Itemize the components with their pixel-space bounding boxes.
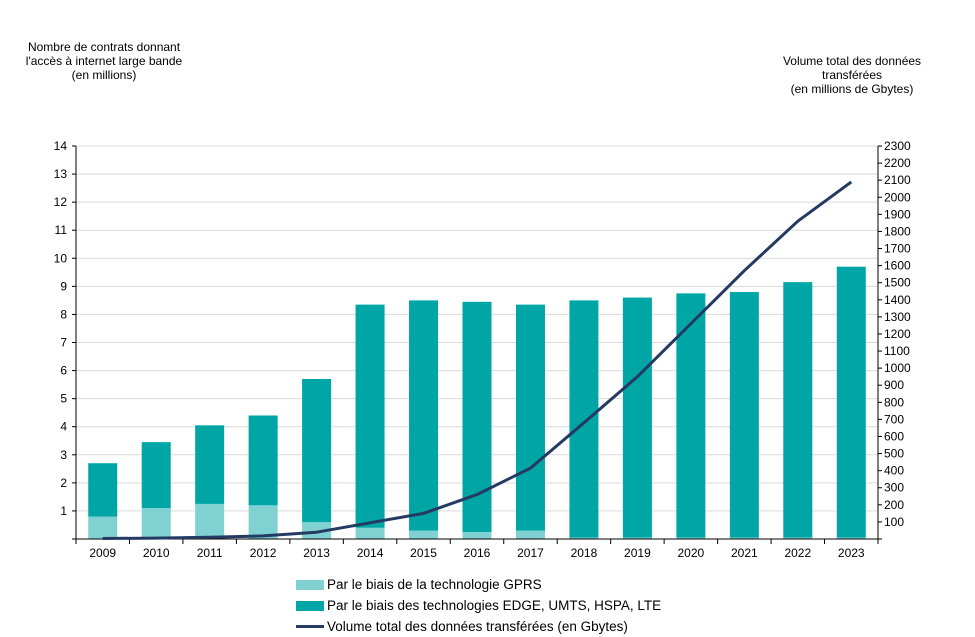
- right-tick-label: 100: [884, 515, 904, 529]
- left-tick-label: 11: [55, 223, 68, 237]
- x-tick-label: 2021: [731, 546, 758, 560]
- bar-gprs: [515, 530, 545, 539]
- right-tick-label: 1200: [884, 327, 911, 341]
- bar-gprs: [355, 527, 385, 539]
- left-tick-label: 1: [60, 504, 67, 518]
- right-tick-label: 500: [884, 447, 904, 461]
- left-tick-label: 13: [54, 167, 68, 181]
- right-tick-label: 800: [884, 395, 904, 409]
- right-tick-label: 200: [884, 498, 904, 512]
- chart-plot-area: 1234567891011121314100200300400500600700…: [54, 139, 911, 560]
- right-axis-title: Volume total des données transférées (en…: [782, 54, 922, 96]
- legend-item-data-volume: Volume total des données transférées (en…: [296, 616, 661, 637]
- x-tick-label: 2015: [410, 546, 437, 560]
- bar-edge-umts-hspa-lte: [355, 304, 385, 528]
- legend-label-data-volume: Volume total des données transférées (en…: [327, 619, 628, 634]
- bar-gprs: [729, 537, 759, 539]
- right-tick-label: 1000: [884, 361, 911, 375]
- bar-edge-umts-hspa-lte: [248, 415, 278, 506]
- right-tick-label: 700: [884, 412, 904, 426]
- left-tick-label: 12: [54, 195, 68, 209]
- right-tick-label: 1400: [884, 293, 911, 307]
- right-tick-label: 1300: [884, 310, 911, 324]
- x-tick-label: 2018: [571, 546, 598, 560]
- x-tick-label: 2023: [838, 546, 865, 560]
- bar-edge-umts-hspa-lte: [141, 442, 171, 509]
- bar-gprs: [88, 516, 118, 539]
- left-tick-label: 7: [60, 336, 67, 350]
- right-tick-label: 1900: [884, 207, 911, 221]
- x-tick-label: 2022: [784, 546, 811, 560]
- legend-swatch-gprs: [296, 579, 324, 590]
- legend: Par le biais de la technologie GPRS Par …: [296, 574, 661, 637]
- legend-item-gprs: Par le biais de la technologie GPRS: [296, 574, 661, 595]
- right-tick-label: 1500: [884, 276, 911, 290]
- x-tick-label: 2012: [250, 546, 277, 560]
- x-tick-label: 2011: [197, 546, 223, 560]
- right-tick-label: 2000: [884, 190, 911, 204]
- left-tick-label: 10: [54, 251, 68, 265]
- left-tick-label: 5: [60, 392, 67, 406]
- right-tick-label: 900: [884, 378, 904, 392]
- bar-gprs: [302, 522, 332, 539]
- bar-edge-umts-hspa-lte: [622, 297, 652, 538]
- bar-edge-umts-hspa-lte: [569, 300, 599, 538]
- bar-gprs: [248, 505, 278, 539]
- bar-edge-umts-hspa-lte: [409, 300, 439, 531]
- bar-gprs: [836, 537, 866, 539]
- bar-gprs: [676, 537, 706, 539]
- left-tick-label: 4: [60, 420, 67, 434]
- right-tick-label: 2100: [884, 173, 911, 187]
- bar-gprs: [462, 531, 492, 539]
- legend-swatch-data-volume: [296, 625, 324, 628]
- legend-label-edge-umts-hspa-lte: Par le biais des technologies EDGE, UMTS…: [327, 598, 662, 613]
- right-tick-label: 400: [884, 464, 904, 478]
- bar-gprs: [409, 530, 439, 539]
- x-tick-label: 2010: [143, 546, 170, 560]
- left-tick-label: 8: [60, 307, 67, 321]
- bar-gprs: [783, 537, 813, 539]
- line-data-volume: [102, 180, 853, 540]
- bar-edge-umts-hspa-lte: [88, 463, 118, 517]
- right-tick-label: 300: [884, 481, 904, 495]
- bar-gprs: [141, 508, 171, 539]
- bar-edge-umts-hspa-lte: [515, 304, 545, 531]
- right-tick-label: 1600: [884, 259, 911, 273]
- left-tick-label: 3: [60, 448, 67, 462]
- bar-edge-umts-hspa-lte: [729, 291, 759, 538]
- x-tick-label: 2020: [678, 546, 705, 560]
- x-tick-label: 2013: [303, 546, 330, 560]
- right-tick-label: 1100: [884, 344, 910, 358]
- left-tick-label: 6: [60, 364, 67, 378]
- bar-gprs: [195, 503, 225, 539]
- x-tick-label: 2019: [624, 546, 651, 560]
- left-tick-label: 9: [60, 279, 67, 293]
- bar-edge-umts-hspa-lte: [195, 425, 225, 504]
- bar-edge-umts-hspa-lte: [836, 266, 866, 538]
- legend-swatch-edge-umts-hspa-lte: [296, 600, 324, 611]
- bar-gprs: [622, 537, 652, 539]
- x-tick-label: 2014: [357, 546, 384, 560]
- left-tick-label: 14: [54, 139, 68, 153]
- legend-label-gprs: Par le biais de la technologie GPRS: [327, 577, 542, 592]
- legend-item-edge-umts-hspa-lte: Par le biais des technologies EDGE, UMTS…: [296, 595, 661, 616]
- x-tick-label: 2017: [517, 546, 544, 560]
- right-tick-label: 1700: [884, 242, 911, 256]
- bar-edge-umts-hspa-lte: [302, 378, 332, 523]
- right-tick-label: 2200: [884, 156, 911, 170]
- right-tick-label: 2300: [884, 139, 911, 153]
- x-tick-label: 2009: [89, 546, 116, 560]
- x-tick-label: 2016: [464, 546, 491, 560]
- left-tick-label: 2: [60, 476, 67, 490]
- left-axis-title: Nombre de contrats donnant l'accès à int…: [25, 40, 183, 82]
- bar-edge-umts-hspa-lte: [783, 282, 813, 538]
- bar-edge-umts-hspa-lte: [676, 293, 706, 538]
- right-tick-label: 1800: [884, 224, 911, 238]
- right-tick-label: 600: [884, 429, 904, 443]
- bar-gprs: [569, 537, 599, 539]
